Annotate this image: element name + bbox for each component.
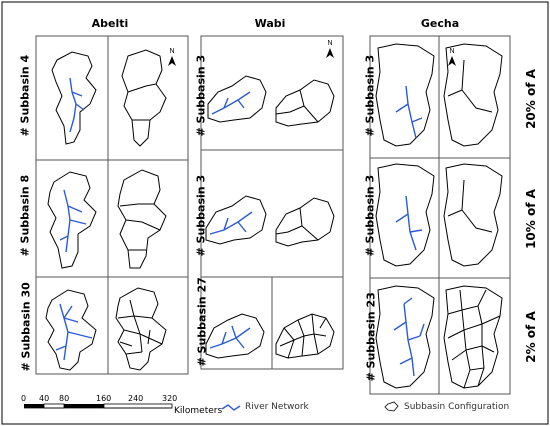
gecha-row-label-2: # Subbasin 3 [363, 174, 377, 257]
scale-tick-0: 0 [21, 394, 27, 403]
gecha-row-label-1: # Subbasin 3 [363, 54, 377, 137]
gecha-row2 [375, 163, 503, 267]
wabi-row-label-1: # Subbasin 3 [194, 54, 208, 137]
wabi-row2 [205, 195, 335, 247]
abelti-subbasin-outline-3 [115, 287, 167, 371]
scale-tick-40: 40 [39, 394, 50, 403]
gecha-watershed-outline-1 [375, 43, 435, 147]
wabi-row1 [207, 75, 335, 127]
threshold-label-3: 2% of A [524, 311, 538, 363]
river-legend-label: River Network [245, 402, 309, 412]
gecha-watershed-outline-2 [375, 163, 435, 267]
abelti-river-3 [55, 303, 93, 361]
wabi-subbasin-outline-3 [275, 313, 335, 359]
abelti-river-2 [59, 189, 87, 253]
scale-bar [24, 403, 173, 409]
wabi-row-label-3: # Subbasin 27 [195, 277, 209, 367]
abelti-row-label-1: # Subbasin 4 [18, 54, 32, 137]
abelti-subbasin-outline-1 [121, 49, 167, 147]
wabi-river-1 [211, 91, 251, 115]
gecha-subbasin-outline-2 [443, 163, 503, 267]
abelti-row3 [45, 287, 167, 371]
gecha-row1 [375, 43, 503, 147]
wabi-watershed-outline-2 [205, 195, 267, 245]
gecha-row3 [375, 285, 503, 389]
scale-unit-label: Kilometers [174, 406, 223, 416]
north-arrow-gecha: N [448, 48, 456, 66]
river-legend-symbol [221, 404, 241, 411]
wabi-row-label-2: # Subbasin 3 [194, 174, 208, 257]
abelti-watershed-outline-2 [47, 171, 97, 269]
gecha-river-3 [393, 297, 425, 377]
abelti-watershed-outline-1 [51, 51, 97, 145]
abelti-row-label-2: # Subbasin 8 [18, 174, 32, 257]
svg-text:N: N [327, 40, 332, 47]
wabi-river-3 [209, 325, 251, 349]
subbasin-legend-symbol [384, 401, 399, 412]
threshold-label-1: 20% of A [524, 69, 538, 129]
gecha-river-1 [395, 85, 423, 139]
subbasin-legend-label: Subbasin Configuration [404, 402, 510, 412]
abelti-frame [35, 35, 189, 375]
wabi-subbasin-outline-2 [275, 197, 335, 247]
abelti-row1 [51, 49, 167, 147]
gecha-subbasin-outline-1 [443, 43, 503, 147]
svg-text:N: N [169, 48, 174, 55]
scale-tick-160: 160 [96, 394, 112, 403]
gecha-panels [369, 35, 511, 395]
wabi-watershed-outline-1 [207, 75, 267, 123]
gecha-frame [369, 35, 511, 395]
scale-tick-320: 320 [162, 394, 178, 403]
north-arrow-abelti: N [168, 48, 176, 66]
gecha-row-label-3: # Subbasin 23 [364, 292, 378, 382]
svg-text:N: N [449, 48, 454, 55]
wabi-panels [200, 35, 344, 370]
gecha-river-2 [395, 195, 423, 251]
wabi-subbasin-outline-1 [275, 79, 335, 127]
threshold-label-2: 10% of A [524, 189, 538, 249]
wabi-row3 [205, 313, 335, 359]
scale-tick-80: 80 [59, 394, 70, 403]
abelti-row-label-3: # Subbasin 30 [19, 282, 33, 372]
scale-tick-240: 240 [128, 394, 144, 403]
north-arrow-wabi: N [326, 40, 334, 58]
gecha-watershed-outline-3 [375, 285, 435, 389]
column-title-gecha: Gecha [420, 17, 460, 30]
wabi-river-2 [209, 211, 253, 235]
column-title-wabi: Wabi [254, 17, 286, 30]
gecha-subbasin-outline-3 [443, 285, 503, 389]
abelti-river-1 [69, 77, 85, 133]
abelti-watershed-outline-3 [45, 289, 97, 371]
abelti-subbasin-outline-2 [117, 169, 167, 269]
abelti-panels [35, 35, 189, 375]
abelti-row2 [47, 169, 167, 269]
column-title-abelti: Abelti [91, 17, 129, 30]
wabi-watershed-outline-3 [205, 313, 265, 359]
